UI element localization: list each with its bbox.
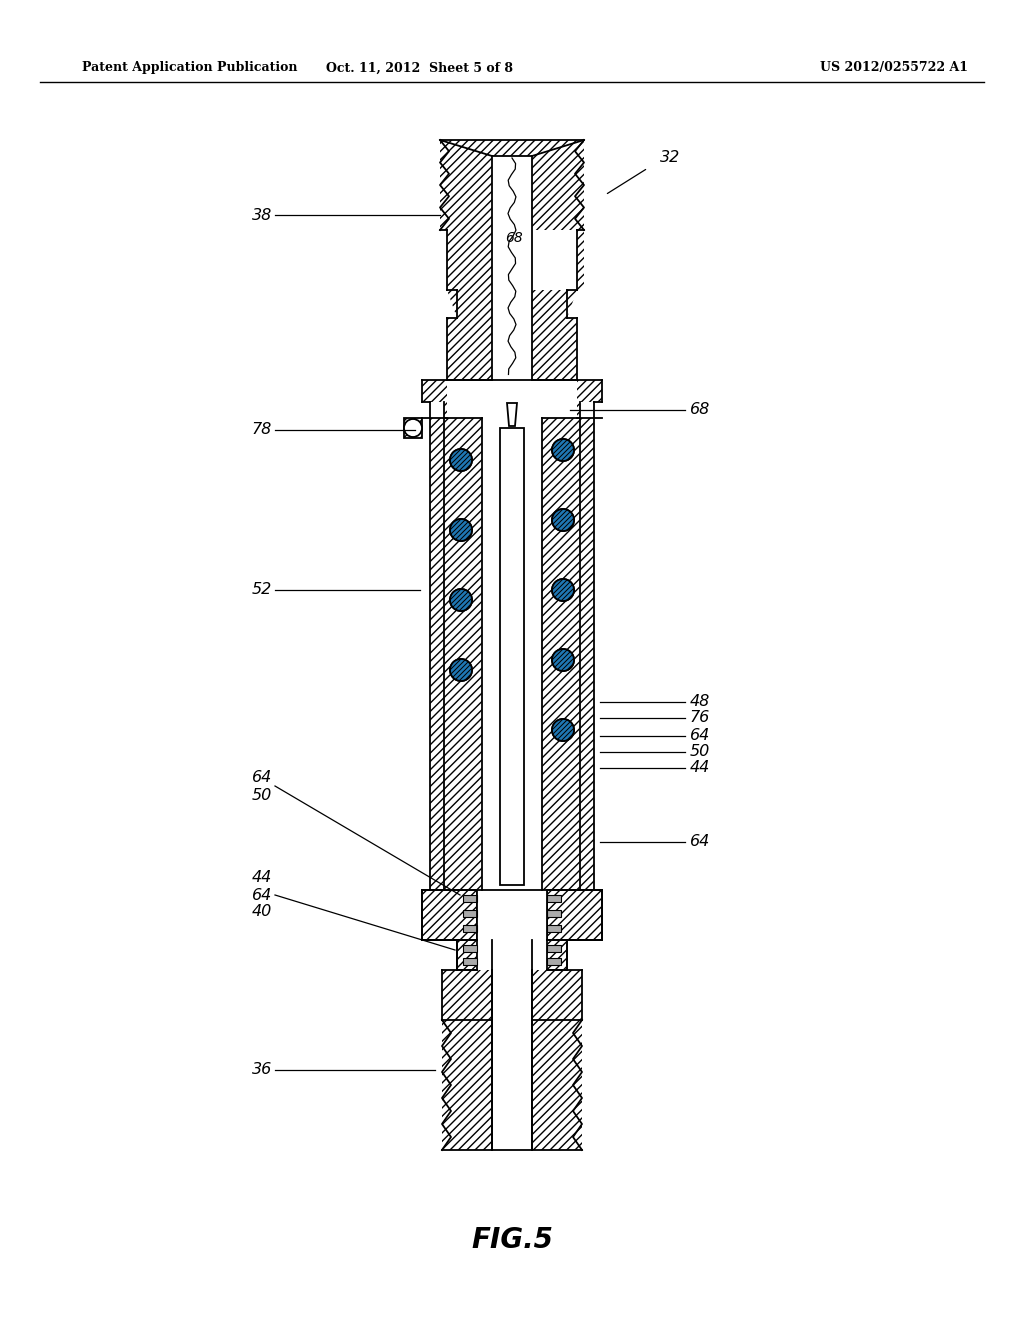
Polygon shape bbox=[440, 140, 492, 230]
Circle shape bbox=[552, 579, 574, 601]
Bar bbox=[492, 940, 532, 970]
Polygon shape bbox=[440, 230, 492, 290]
Polygon shape bbox=[532, 230, 584, 290]
Polygon shape bbox=[442, 1020, 492, 1150]
Circle shape bbox=[552, 510, 574, 531]
Circle shape bbox=[552, 579, 574, 601]
Text: 40: 40 bbox=[252, 904, 272, 920]
Bar bbox=[463, 945, 477, 952]
Circle shape bbox=[552, 719, 574, 741]
Polygon shape bbox=[507, 403, 517, 426]
Polygon shape bbox=[532, 970, 582, 1020]
Text: 68: 68 bbox=[505, 231, 523, 246]
Polygon shape bbox=[532, 290, 577, 318]
Circle shape bbox=[552, 649, 574, 671]
Text: 50: 50 bbox=[252, 788, 272, 803]
Polygon shape bbox=[547, 890, 602, 940]
Circle shape bbox=[552, 649, 574, 671]
Bar bbox=[463, 909, 477, 917]
Text: 36: 36 bbox=[252, 1063, 272, 1077]
Circle shape bbox=[450, 519, 472, 541]
Polygon shape bbox=[547, 940, 602, 970]
Polygon shape bbox=[542, 418, 580, 890]
Text: 76: 76 bbox=[690, 710, 711, 726]
Polygon shape bbox=[404, 418, 422, 438]
Text: 44: 44 bbox=[690, 760, 711, 776]
Polygon shape bbox=[577, 380, 602, 890]
Bar bbox=[547, 958, 561, 965]
Text: 38: 38 bbox=[252, 207, 272, 223]
Polygon shape bbox=[422, 890, 477, 940]
Circle shape bbox=[552, 440, 574, 461]
Bar bbox=[463, 925, 477, 932]
Circle shape bbox=[552, 719, 574, 741]
Polygon shape bbox=[440, 140, 584, 156]
Text: 68: 68 bbox=[690, 403, 711, 417]
Circle shape bbox=[450, 589, 472, 611]
Polygon shape bbox=[442, 970, 492, 1020]
Bar bbox=[547, 895, 561, 902]
Polygon shape bbox=[532, 140, 584, 230]
Bar bbox=[463, 958, 477, 965]
Text: US 2012/0255722 A1: US 2012/0255722 A1 bbox=[820, 62, 968, 74]
Circle shape bbox=[404, 418, 422, 437]
Text: 64: 64 bbox=[252, 771, 272, 785]
Bar bbox=[492, 970, 532, 1150]
Text: 78: 78 bbox=[252, 422, 272, 437]
Polygon shape bbox=[532, 1020, 582, 1150]
Text: 52: 52 bbox=[252, 582, 272, 598]
Text: 48: 48 bbox=[690, 694, 711, 710]
Polygon shape bbox=[422, 940, 477, 970]
Circle shape bbox=[450, 659, 472, 681]
Polygon shape bbox=[447, 318, 492, 380]
Circle shape bbox=[450, 449, 472, 471]
Circle shape bbox=[450, 659, 472, 681]
Circle shape bbox=[450, 589, 472, 611]
Polygon shape bbox=[444, 418, 482, 890]
Text: Patent Application Publication: Patent Application Publication bbox=[82, 62, 298, 74]
Text: 32: 32 bbox=[660, 150, 680, 165]
Circle shape bbox=[450, 519, 472, 541]
Polygon shape bbox=[447, 290, 492, 318]
Circle shape bbox=[450, 449, 472, 471]
Polygon shape bbox=[532, 318, 577, 380]
Text: 50: 50 bbox=[690, 744, 711, 759]
Bar bbox=[547, 925, 561, 932]
Bar bbox=[547, 909, 561, 917]
Bar bbox=[463, 895, 477, 902]
Polygon shape bbox=[422, 380, 447, 890]
Text: 64: 64 bbox=[252, 887, 272, 903]
Bar bbox=[547, 945, 561, 952]
Bar bbox=[500, 428, 524, 884]
Circle shape bbox=[552, 440, 574, 461]
Text: 64: 64 bbox=[690, 729, 711, 743]
Text: 64: 64 bbox=[690, 834, 711, 850]
Text: FIG.5: FIG.5 bbox=[471, 1226, 553, 1254]
Bar bbox=[482, 418, 542, 890]
Text: 44: 44 bbox=[252, 870, 272, 886]
Bar bbox=[477, 890, 547, 940]
Circle shape bbox=[552, 510, 574, 531]
Text: Oct. 11, 2012  Sheet 5 of 8: Oct. 11, 2012 Sheet 5 of 8 bbox=[327, 62, 513, 74]
